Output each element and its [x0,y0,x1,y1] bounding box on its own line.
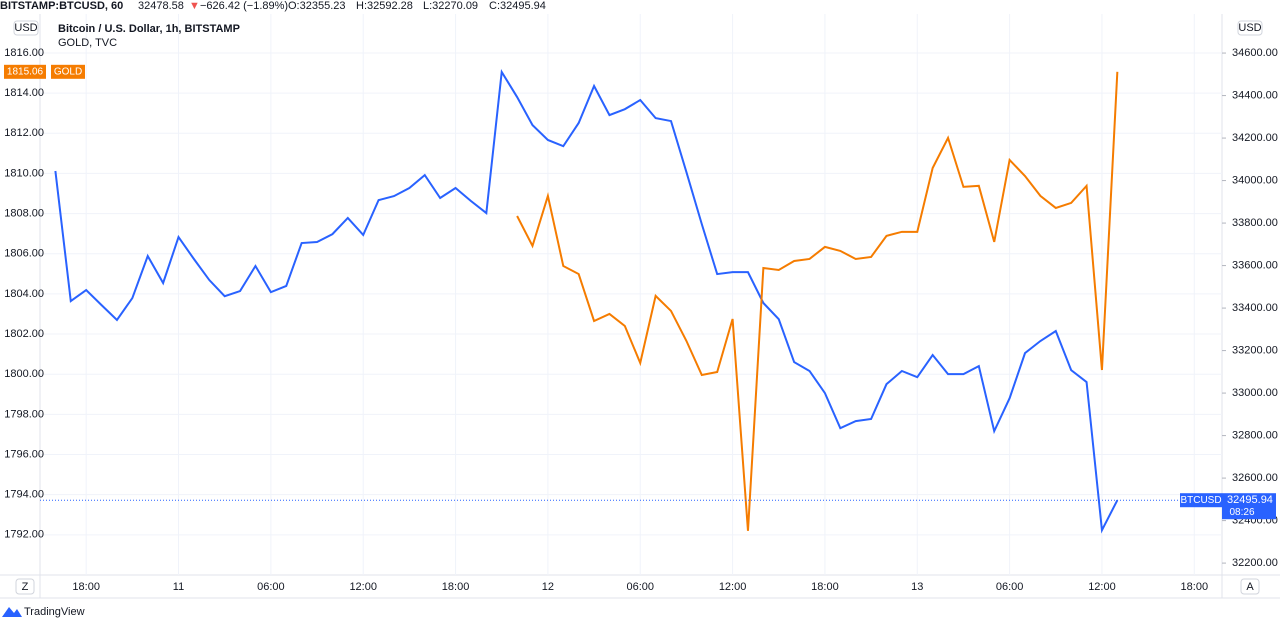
y2-tick-label: 33600.00 [1232,259,1278,271]
series-line [54,68,1119,534]
y-tick-label: 1798.00 [4,408,44,420]
y2-tick-label: 34000.00 [1232,174,1278,186]
x-tick-label: 06:00 [996,581,1024,593]
price-tag-value: 1815.06 [7,66,44,77]
series-tag [1180,493,1222,508]
y-tick-label: 1802.00 [4,328,44,340]
brand-logo [2,607,22,617]
y-tick-label: 1810.00 [4,167,44,179]
series-tag-label: BTCUSD [1180,495,1221,506]
y2-tick-label: 33000.00 [1232,387,1278,399]
low: L:32270.09 [423,0,478,12]
legend-entry: GOLD, TVC [58,37,117,49]
x-tick-label: 12:00 [1088,581,1116,593]
price-tag-value: 32495.94 [1227,494,1273,506]
y2-tick-label: 32600.00 [1232,472,1278,484]
zoom-button[interactable] [15,578,35,595]
legend-entry: Bitcoin / U.S. Dollar, 1h, BITSTAMP [58,23,240,35]
x-tick-label: 18:00 [72,581,100,593]
x-tick-label: 12:00 [349,581,377,593]
brand: TradingView [24,606,85,618]
x-tick-label: 18:00 [1181,581,1209,593]
series-tag-label: GOLD [54,66,82,77]
x-tick-label: 06:00 [257,581,285,593]
series-tag [51,64,85,79]
x-tick-label: 11 [173,581,184,593]
x-tick-label: 12:00 [719,581,747,593]
y2-tick-label: 32200.00 [1232,557,1278,569]
y2-tick-label: 34600.00 [1232,47,1278,59]
price-tag [1222,493,1276,520]
currency-left: USD [14,22,37,34]
auto-label: A [1246,581,1254,593]
currency-badge[interactable] [1237,20,1263,36]
y-tick-label: 1806.00 [4,248,44,260]
y2-tick-label: 32800.00 [1232,429,1278,441]
plot: 18:00 11 06:00 12:00 18:00 12 06:00 12:00 18:00 1… [4,14,1278,593]
change: −626.42 (−1.89%) [200,0,288,12]
price-tag-time: 08:26 [1229,507,1254,518]
y2-tick-label: 34200.00 [1232,132,1278,144]
change-arrow: ▼ [189,0,200,12]
y-tick-label: 1796.00 [4,448,44,460]
y-tick-label: 1794.00 [4,489,44,501]
close: C:32495.94 [489,0,546,12]
last-price: 32478.58 [138,0,184,12]
y-tick-label: 1808.00 [4,207,44,219]
auto-button[interactable] [1240,578,1260,595]
y2-tick-label: 33400.00 [1232,302,1278,314]
series-line [516,71,1119,531]
x-tick-label: 12 [542,581,554,593]
y2-tick-label: 34400.00 [1232,89,1278,101]
y2-tick-label: 33200.00 [1232,344,1278,356]
high: H:32592.28 [356,0,413,12]
price-tag [4,64,46,79]
y2-tick-label: 33800.00 [1232,217,1278,229]
currency-badge[interactable] [13,20,39,36]
x-tick-label: 18:00 [442,581,470,593]
zoom-label: Z [22,581,29,593]
open: O:32355.23 [288,0,346,12]
y-tick-label: 1800.00 [4,368,44,380]
currency-right: USD [1238,22,1261,34]
y-tick-label: 1814.00 [4,87,44,99]
y-tick-label: 1812.00 [4,127,44,139]
x-tick-label: 18:00 [811,581,839,593]
y-tick-label: 1792.00 [4,529,44,541]
y-tick-label: 1804.00 [4,288,44,300]
symbol: BITSTAMP:BTCUSD, 60 [0,0,123,12]
x-tick-label: 13 [911,581,923,593]
x-tick-label: 06:00 [626,581,654,593]
y-tick-label: 1816.00 [4,47,44,59]
